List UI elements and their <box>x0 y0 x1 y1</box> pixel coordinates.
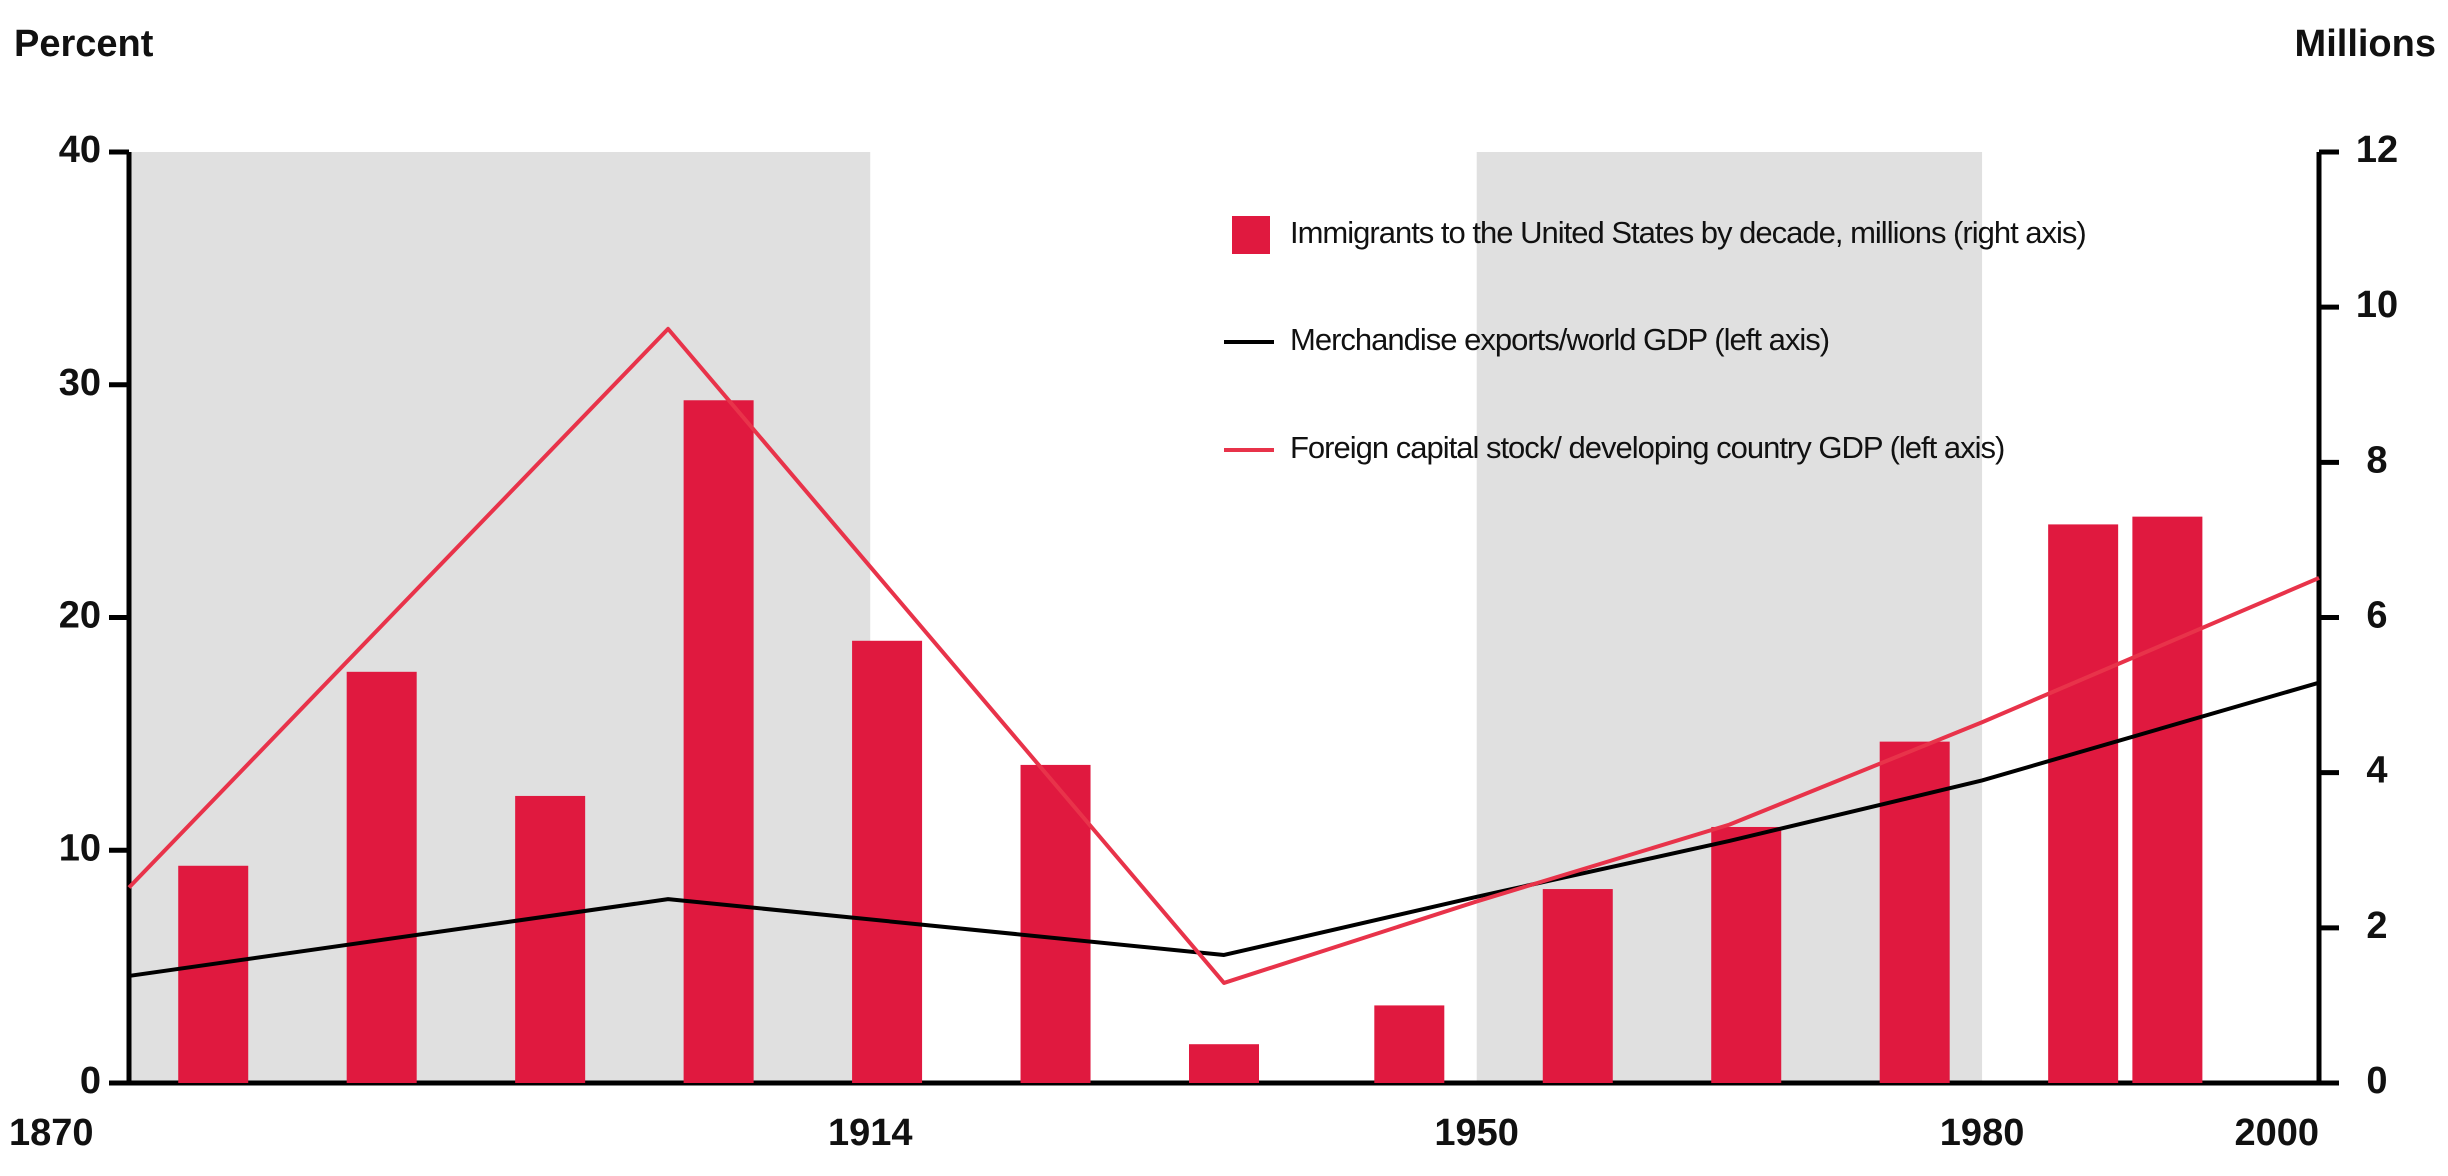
y-tick-label: 0 <box>80 1060 101 1102</box>
bar <box>2048 524 2119 1083</box>
bar <box>2132 516 2203 1083</box>
y2-tick-label: 12 <box>2356 129 2398 171</box>
bar <box>1542 889 1613 1083</box>
bar <box>1189 1044 1259 1083</box>
y-tick-label: 30 <box>59 362 101 404</box>
legend-label: Immigrants to the United States by decad… <box>1290 215 2086 250</box>
bar <box>852 640 923 1083</box>
y2-tick-label: 0 <box>2366 1060 2387 1102</box>
y-tick-label: 10 <box>59 827 101 869</box>
y2-tick-label: 8 <box>2366 439 2387 481</box>
y-axis-label: Percent <box>14 23 154 65</box>
line <box>127 326 2320 985</box>
y-tick-label: 40 <box>59 129 101 171</box>
bar <box>1879 741 1950 1083</box>
legend-marker <box>1232 216 1270 254</box>
y-tick-label: 20 <box>59 595 101 637</box>
x-tick-label: 1870 <box>9 1112 94 1154</box>
x-tick-label: 1980 <box>1940 1112 2025 1154</box>
bar <box>1711 826 1782 1083</box>
bar <box>683 400 754 1083</box>
y2-tick-label: 4 <box>2366 750 2387 792</box>
bar <box>178 865 249 1083</box>
x-tick-label: 2000 <box>2234 1112 2319 1154</box>
y2-tick-label: 10 <box>2356 284 2398 326</box>
bar <box>346 671 417 1083</box>
y2-tick-label: 6 <box>2366 595 2387 637</box>
bar <box>1374 1005 1445 1083</box>
legend-label: Foreign capital stock/ developing countr… <box>1290 430 2004 465</box>
bar <box>515 795 586 1083</box>
legend-label: Merchandise exports/world GDP (left axis… <box>1290 322 1829 357</box>
x-tick-label: 1914 <box>828 1112 913 1154</box>
y2-tick-label: 2 <box>2366 905 2387 947</box>
y2-axis-label: Millions <box>2295 23 2436 65</box>
bar <box>1020 764 1091 1083</box>
line <box>128 680 2320 978</box>
x-tick-label: 1950 <box>1434 1112 1519 1154</box>
